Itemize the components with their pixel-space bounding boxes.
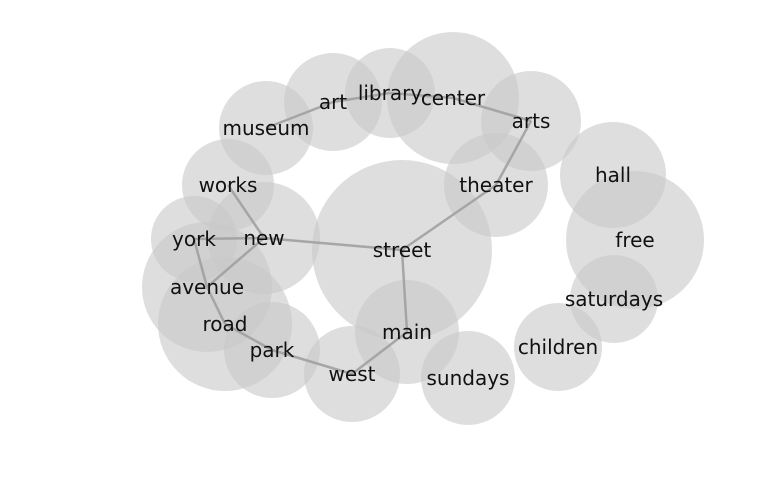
bubble-sundays: [421, 331, 515, 425]
edge-street-new: [263, 236, 403, 252]
word-label-road: road: [203, 312, 248, 336]
edge-avenue-new: [206, 237, 265, 288]
word-label-theater: theater: [459, 173, 533, 197]
word-label-children: children: [518, 335, 598, 359]
edge-arts-theater: [494, 120, 533, 186]
edge-theater-street: [401, 183, 497, 252]
bubble-children: [514, 303, 602, 391]
word-label-saturdays: saturdays: [565, 287, 663, 311]
word-label-center: center: [421, 86, 486, 110]
word-label-hall: hall: [595, 163, 631, 187]
edge-library-center: [389, 91, 454, 100]
edge-main-street: [400, 249, 409, 333]
edge-park-west: [271, 348, 353, 376]
edge-new-york: [193, 236, 265, 241]
labels-layer: library art center museum arts hall theater wor…: [170, 81, 663, 390]
edge-new-works: [226, 184, 266, 239]
word-label-free: free: [615, 228, 654, 252]
word-label-museum: museum: [222, 116, 309, 140]
edge-west-main: [351, 331, 408, 375]
edge-avenue-road: [205, 286, 227, 325]
word-label-avenue: avenue: [170, 275, 244, 299]
edge-york-avenue: [192, 238, 209, 288]
word-label-sundays: sundays: [427, 366, 510, 390]
word-label-arts: arts: [512, 109, 551, 133]
word-label-main: main: [382, 320, 432, 344]
word-label-library: library: [358, 81, 423, 105]
edge-road-park: [224, 322, 273, 352]
word-label-west: west: [329, 362, 376, 386]
edges-layer: [192, 91, 533, 376]
edge-art-library: [332, 91, 391, 104]
edge-museum-art: [265, 100, 334, 130]
word-label-works: works: [199, 173, 258, 197]
word-label-new: new: [243, 226, 284, 250]
word-label-york: york: [172, 227, 216, 251]
word-label-park: park: [250, 338, 295, 362]
edge-center-arts: [452, 96, 532, 123]
word-label-art: art: [319, 90, 347, 114]
word-label-street: street: [373, 238, 432, 262]
